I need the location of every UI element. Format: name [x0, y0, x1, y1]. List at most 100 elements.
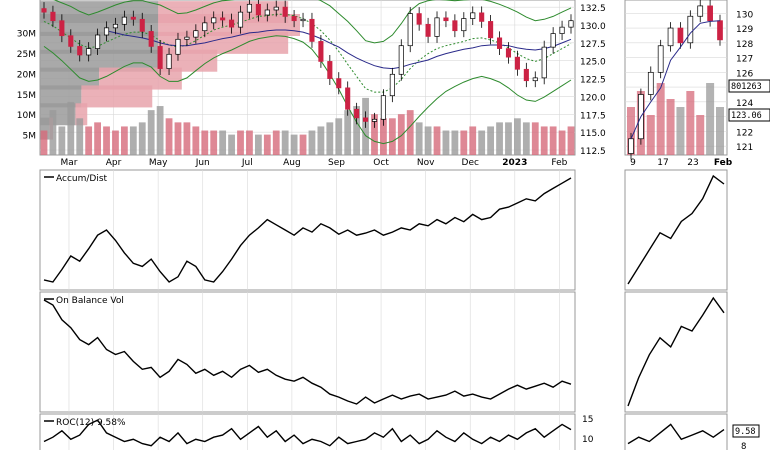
price-tick-label: 115.0: [580, 129, 606, 139]
price-candles: [41, 0, 574, 128]
volume-bar: [326, 122, 334, 155]
candle-body: [452, 20, 458, 32]
volume-bar: [290, 134, 298, 155]
candle-body: [103, 27, 110, 36]
roc-panel: ROC(12) 9.58% 15 10: [39, 413, 594, 454]
zoom-obv-line: [627, 296, 725, 407]
zoom-date-tick-label: 17: [657, 158, 668, 168]
roc-frame: [39, 413, 576, 454]
roc-tick-10: 10: [582, 435, 594, 445]
candle-body: [389, 73, 395, 97]
volume-bar: [147, 110, 155, 155]
candle-body: [318, 41, 324, 62]
volume-axis: 5M 10M 15M 20M 25M 30M: [17, 30, 36, 142]
price-tick-label: 112.5: [580, 147, 606, 157]
candle-body: [398, 45, 404, 75]
vbp-up-bar: [158, 49, 218, 72]
volume-bar: [228, 134, 235, 155]
candle-body: [354, 108, 360, 119]
candle-body: [95, 34, 101, 49]
obv-title: On Balance Vol: [56, 296, 124, 306]
candle-body: [148, 31, 154, 47]
candle-body: [470, 12, 476, 19]
last-volume-label-box: [728, 79, 770, 93]
volume-bar: [67, 101, 75, 155]
candle-body: [130, 16, 136, 20]
volume-bar: [183, 122, 191, 155]
candle-body: [139, 18, 145, 32]
candle-body: [291, 16, 297, 22]
candle-body: [416, 13, 422, 25]
price-axis: 112.5 115.0 117.5 120.0 122.5 125.0 127.5 130.0…: [580, 4, 606, 157]
candle-body: [479, 12, 485, 22]
zoom-candle-body: [628, 138, 634, 154]
candle-body: [112, 23, 119, 29]
zoom-volume-bar: [686, 91, 695, 155]
candle-body: [202, 22, 208, 32]
zoom-roc-panel: 9.58 8: [624, 413, 760, 454]
zoom-candle-body: [707, 5, 713, 22]
candle-body: [309, 18, 315, 42]
candle-body: [229, 19, 235, 28]
candle-body: [59, 20, 65, 37]
volume-bar: [388, 118, 396, 155]
vbp-up-bar: [158, 31, 289, 54]
candle-body: [434, 17, 440, 37]
candle-body: [166, 53, 172, 69]
candle-body: [193, 30, 199, 38]
volume-bar: [129, 126, 137, 155]
zoom-price-tick-label: 129: [736, 25, 753, 35]
candle-body: [41, 8, 47, 13]
volume-bar: [138, 122, 146, 155]
last-price-label: 123.06: [731, 111, 762, 121]
vbp-up-bar: [99, 67, 182, 90]
accum-dist-title: Accum/Dist: [56, 174, 108, 184]
zoom-obv-frame: [624, 291, 728, 413]
volume-bar: [424, 126, 432, 155]
volume-bar: [522, 122, 530, 155]
volume-bar: [433, 126, 441, 155]
volume-bar: [85, 126, 93, 155]
volume-bar: [210, 130, 218, 155]
volume-bar: [505, 122, 512, 155]
accum-dist-line: [43, 177, 572, 283]
volume-bar: [380, 118, 387, 155]
month-tick-label: Dec: [462, 158, 479, 168]
vbp-up-bar: [81, 85, 153, 108]
zoom-volume-bar: [627, 107, 635, 155]
candle-body: [237, 11, 244, 28]
zoom-price-tick-label: 124: [736, 99, 753, 109]
volume-bar: [531, 122, 539, 155]
zoom-price-tick-label: 130: [736, 10, 753, 20]
month-tick-label: May: [149, 158, 168, 168]
volume-bar: [58, 126, 66, 155]
month-tick-label: Nov: [417, 158, 435, 168]
zoom-candle-body: [667, 27, 674, 47]
volume-bar: [442, 130, 450, 155]
zoom-accum-dist-line: [627, 174, 725, 285]
zoom-obv-panel: [624, 291, 728, 413]
zoom-candles: [628, 0, 723, 160]
volume-bar: [281, 130, 289, 155]
candle-body: [220, 17, 226, 21]
volume-bar: [353, 106, 361, 155]
volume-bar: [201, 130, 209, 155]
obv-panel: On Balance Vol: [39, 291, 576, 413]
volume-bar: [76, 118, 84, 155]
candle-body: [327, 61, 333, 79]
volume-bar: [397, 114, 405, 155]
candle-body: [505, 48, 512, 58]
candle-body: [175, 38, 181, 55]
roc-last-label: 9.58: [735, 427, 755, 437]
volume-bar: [94, 122, 101, 155]
zoom-date-tick-label: Feb: [714, 158, 733, 168]
price-tick-label: 120.0: [580, 93, 606, 103]
price-panel: 112.5 115.0 117.5 120.0 122.5 125.0 127.5 130.0…: [17, 0, 606, 168]
candle-body: [211, 17, 217, 24]
zoom-candle-body: [677, 27, 684, 44]
price-tick-label: 130.0: [580, 22, 606, 32]
volume-bar: [344, 110, 352, 155]
volume-tick-label: 15M: [17, 91, 36, 101]
obv-frame: [39, 291, 576, 413]
